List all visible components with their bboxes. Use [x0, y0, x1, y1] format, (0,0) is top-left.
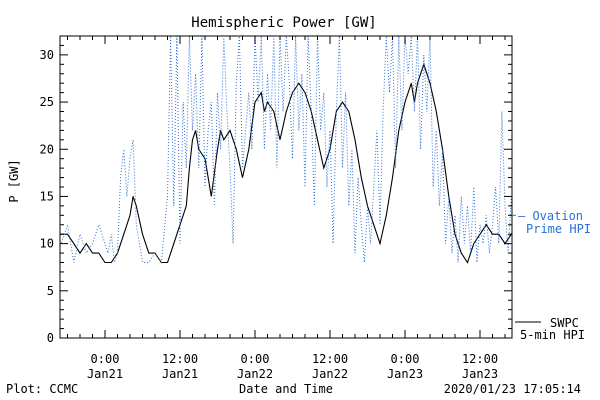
x-tick-date-label: Jan23 [387, 367, 423, 381]
y-tick-label: 20 [40, 142, 54, 156]
x-tick-date-label: Jan21 [87, 367, 123, 381]
x-tick-date-label: Jan23 [462, 367, 498, 381]
y-tick-label: 30 [40, 48, 54, 62]
x-tick-time-label: 12:00 [162, 352, 198, 366]
x-tick-time-label: 0:00 [391, 352, 420, 366]
legend-swpc-line-1: SWPC [550, 316, 579, 330]
y-axis-label: P [GW] [7, 159, 21, 202]
plot-timestamp: 2020/01/23 17:05:14 [444, 382, 581, 396]
x-axis-label: Date and Time [239, 382, 333, 396]
x-tick-date-label: Jan22 [237, 367, 273, 381]
series-line-ovation [60, 36, 512, 264]
x-tick-date-label: Jan21 [162, 367, 198, 381]
y-tick-label: 0 [47, 331, 54, 345]
x-tick-time-label: 0:00 [91, 352, 120, 366]
legend-swpc: SWPC 5-min HPI [515, 316, 585, 342]
x-tick-time-label: 0:00 [241, 352, 270, 366]
y-tick-label: 15 [40, 189, 54, 203]
series-line-swpc [60, 62, 512, 264]
y-tick-label: 25 [40, 95, 54, 109]
plot-area: 0510152025300:00Jan2112:00Jan210:00Jan22… [40, 35, 516, 381]
y-tick-label: 10 [40, 237, 54, 251]
legend-ovation-line-2: Prime HPI [526, 222, 591, 236]
legend-swpc-line-2: 5-min HPI [520, 328, 585, 342]
x-tick-time-label: 12:00 [312, 352, 348, 366]
x-tick-time-label: 12:00 [462, 352, 498, 366]
plot-frame [59, 35, 513, 339]
x-tick-date-label: Jan22 [312, 367, 348, 381]
legend-ovation: — Ovation Prime HPI [518, 209, 591, 236]
legend-ovation-line-1: — Ovation [518, 209, 583, 223]
plot-source-label: Plot: CCMC [6, 382, 78, 396]
y-tick-label: 5 [47, 284, 54, 298]
chart-title: Hemispheric Power [GW] [191, 15, 376, 31]
